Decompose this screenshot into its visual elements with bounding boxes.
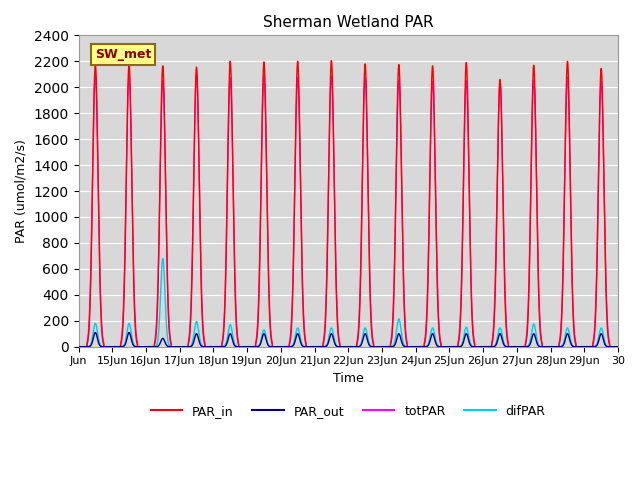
PAR_out — [75, 344, 83, 349]
difPAR — [537, 344, 545, 349]
PAR_out — [369, 344, 376, 349]
PAR_in — [328, 58, 335, 63]
difPAR — [159, 256, 166, 262]
Line: PAR_in: PAR_in — [79, 60, 618, 347]
difPAR — [369, 344, 376, 349]
difPAR — [75, 344, 83, 349]
PAR_in — [369, 335, 376, 341]
Line: totPAR: totPAR — [79, 75, 618, 347]
totPAR — [497, 79, 504, 85]
Line: PAR_out: PAR_out — [79, 333, 618, 347]
PAR_in — [614, 344, 622, 349]
totPAR — [523, 332, 531, 337]
PAR_out — [187, 344, 195, 349]
totPAR — [369, 331, 376, 337]
PAR_out — [537, 344, 545, 349]
PAR_in — [397, 147, 405, 153]
PAR_out — [92, 330, 99, 336]
totPAR — [397, 150, 405, 156]
totPAR — [614, 344, 622, 349]
difPAR — [523, 344, 531, 349]
PAR_out — [397, 337, 405, 343]
PAR_out — [497, 331, 504, 336]
Line: difPAR: difPAR — [79, 259, 618, 347]
difPAR — [614, 344, 622, 349]
PAR_in — [75, 344, 83, 349]
totPAR — [75, 344, 83, 349]
totPAR — [193, 72, 200, 78]
Text: SW_met: SW_met — [95, 48, 151, 61]
PAR_out — [523, 344, 531, 349]
PAR_in — [186, 324, 194, 329]
PAR_out — [614, 344, 622, 349]
PAR_in — [523, 335, 531, 341]
difPAR — [397, 328, 405, 334]
totPAR — [186, 317, 194, 323]
Y-axis label: PAR (umol/m2/s): PAR (umol/m2/s) — [15, 139, 28, 243]
Title: Sherman Wetland PAR: Sherman Wetland PAR — [263, 15, 433, 30]
Legend: PAR_in, PAR_out, totPAR, difPAR: PAR_in, PAR_out, totPAR, difPAR — [146, 400, 550, 423]
PAR_in — [497, 77, 504, 83]
totPAR — [537, 329, 545, 335]
X-axis label: Time: Time — [333, 372, 364, 385]
difPAR — [497, 325, 504, 331]
PAR_in — [537, 333, 545, 338]
difPAR — [187, 343, 195, 349]
